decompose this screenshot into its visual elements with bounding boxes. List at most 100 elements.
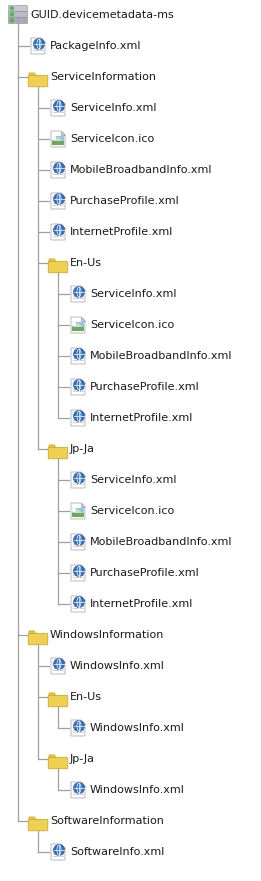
- Text: SoftwareInformation: SoftwareInformation: [50, 816, 164, 826]
- Polygon shape: [61, 100, 65, 104]
- FancyBboxPatch shape: [72, 508, 84, 513]
- Text: MobileBroadbandInfo.xml: MobileBroadbandInfo.xml: [90, 537, 233, 547]
- Circle shape: [74, 349, 85, 359]
- Circle shape: [74, 472, 85, 484]
- Text: WindowsInformation: WindowsInformation: [50, 630, 164, 640]
- Polygon shape: [51, 100, 65, 116]
- Circle shape: [52, 137, 56, 139]
- Text: InternetProfile.xml: InternetProfile.xml: [90, 599, 193, 609]
- Polygon shape: [54, 137, 62, 141]
- FancyBboxPatch shape: [28, 75, 48, 87]
- FancyBboxPatch shape: [28, 633, 48, 645]
- Text: ServiceInformation: ServiceInformation: [50, 72, 156, 82]
- Polygon shape: [49, 259, 58, 263]
- Circle shape: [54, 845, 64, 855]
- Polygon shape: [71, 286, 85, 302]
- Polygon shape: [71, 720, 85, 736]
- Polygon shape: [51, 131, 65, 147]
- Circle shape: [54, 100, 64, 112]
- Polygon shape: [61, 844, 65, 848]
- Polygon shape: [49, 693, 58, 696]
- FancyBboxPatch shape: [9, 18, 27, 24]
- Text: MobileBroadbandInfo.xml: MobileBroadbandInfo.xml: [70, 165, 212, 175]
- Circle shape: [74, 721, 85, 731]
- Polygon shape: [61, 162, 65, 166]
- Polygon shape: [71, 503, 85, 519]
- Text: Jp-Ja: Jp-Ja: [70, 754, 95, 764]
- Polygon shape: [51, 844, 65, 860]
- Text: ServiceInfo.xml: ServiceInfo.xml: [90, 289, 176, 299]
- Text: GUID.devicemetadata-ms: GUID.devicemetadata-ms: [30, 10, 174, 20]
- Polygon shape: [81, 782, 85, 786]
- Text: WindowsInfo.xml: WindowsInfo.xml: [90, 723, 185, 733]
- Polygon shape: [29, 817, 38, 820]
- Polygon shape: [81, 596, 85, 600]
- Text: ServiceInfo.xml: ServiceInfo.xml: [70, 103, 157, 113]
- Polygon shape: [51, 224, 65, 240]
- Polygon shape: [71, 782, 85, 798]
- Text: PurchaseProfile.xml: PurchaseProfile.xml: [90, 568, 200, 578]
- Polygon shape: [74, 509, 82, 513]
- Text: MobileBroadbandInfo.xml: MobileBroadbandInfo.xml: [90, 351, 233, 361]
- Polygon shape: [71, 534, 85, 550]
- Text: ServiceIcon.ico: ServiceIcon.ico: [70, 134, 154, 144]
- Polygon shape: [51, 162, 65, 178]
- Circle shape: [74, 596, 85, 608]
- Polygon shape: [71, 348, 85, 364]
- Text: En-Us: En-Us: [70, 258, 102, 268]
- Polygon shape: [49, 755, 58, 758]
- Text: ServiceIcon.ico: ServiceIcon.ico: [90, 320, 174, 330]
- Text: ServiceInfo.xml: ServiceInfo.xml: [90, 475, 176, 485]
- Circle shape: [54, 194, 64, 204]
- FancyBboxPatch shape: [9, 5, 27, 11]
- Polygon shape: [61, 658, 65, 662]
- Polygon shape: [81, 317, 85, 321]
- Text: SoftwareInfo.xml: SoftwareInfo.xml: [70, 847, 164, 857]
- Polygon shape: [51, 193, 65, 209]
- Circle shape: [10, 7, 14, 10]
- Polygon shape: [81, 534, 85, 538]
- Polygon shape: [71, 565, 85, 581]
- Circle shape: [10, 19, 14, 22]
- Polygon shape: [81, 472, 85, 476]
- Polygon shape: [29, 631, 38, 634]
- FancyBboxPatch shape: [72, 513, 84, 517]
- Polygon shape: [61, 131, 65, 135]
- Polygon shape: [31, 38, 45, 54]
- Polygon shape: [74, 323, 82, 327]
- Text: WindowsInfo.xml: WindowsInfo.xml: [90, 785, 185, 795]
- Circle shape: [54, 162, 64, 174]
- FancyBboxPatch shape: [48, 448, 68, 459]
- FancyBboxPatch shape: [28, 819, 48, 831]
- Circle shape: [73, 322, 75, 325]
- Polygon shape: [71, 410, 85, 426]
- Text: PurchaseProfile.xml: PurchaseProfile.xml: [70, 196, 180, 206]
- Circle shape: [74, 380, 85, 390]
- Circle shape: [74, 411, 85, 421]
- FancyBboxPatch shape: [72, 322, 84, 327]
- Circle shape: [74, 782, 85, 794]
- Circle shape: [74, 566, 85, 576]
- Polygon shape: [71, 317, 85, 333]
- Polygon shape: [81, 565, 85, 569]
- Polygon shape: [41, 38, 45, 42]
- FancyBboxPatch shape: [52, 141, 64, 145]
- Polygon shape: [71, 596, 85, 612]
- FancyBboxPatch shape: [72, 327, 84, 331]
- Text: Jp-Ja: Jp-Ja: [70, 444, 95, 454]
- Polygon shape: [71, 472, 85, 488]
- FancyBboxPatch shape: [52, 136, 64, 141]
- Polygon shape: [29, 73, 38, 76]
- Circle shape: [74, 535, 85, 545]
- Circle shape: [73, 508, 75, 512]
- Polygon shape: [71, 379, 85, 395]
- Circle shape: [54, 658, 64, 670]
- Polygon shape: [61, 224, 65, 228]
- Polygon shape: [81, 286, 85, 290]
- Circle shape: [33, 39, 44, 49]
- Circle shape: [74, 286, 85, 298]
- Text: InternetProfile.xml: InternetProfile.xml: [90, 413, 193, 423]
- Polygon shape: [61, 193, 65, 197]
- FancyBboxPatch shape: [48, 695, 68, 707]
- Text: PurchaseProfile.xml: PurchaseProfile.xml: [90, 382, 200, 392]
